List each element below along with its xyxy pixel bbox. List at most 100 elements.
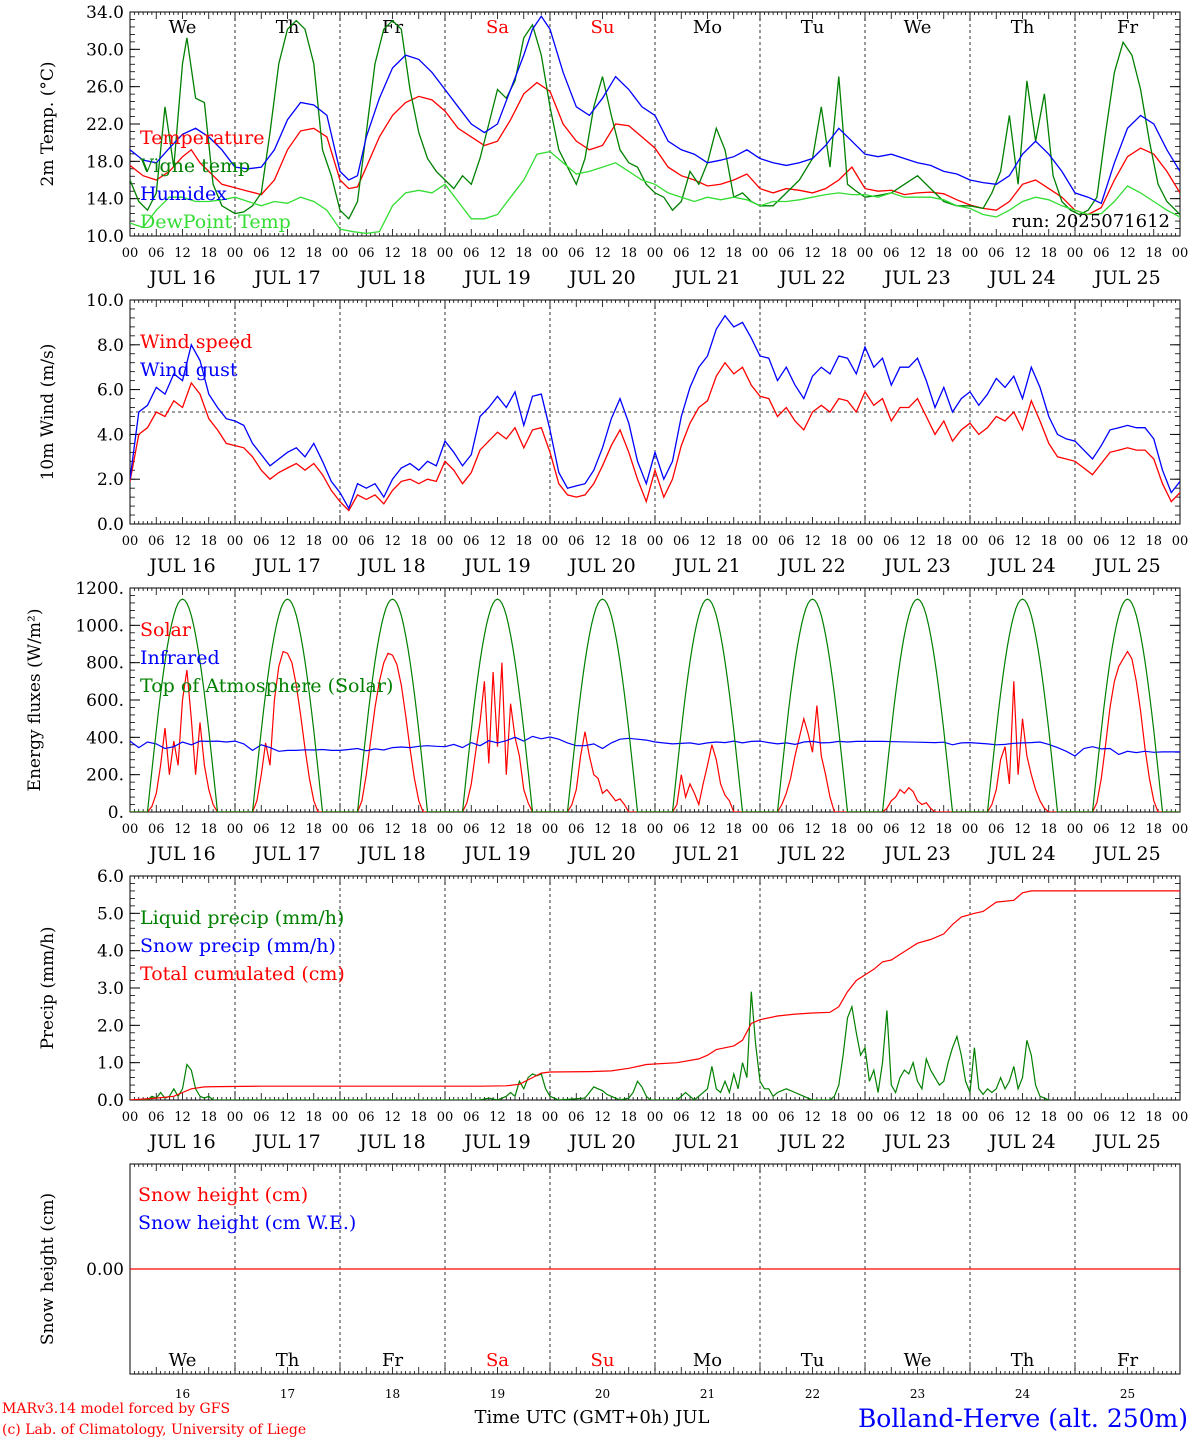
credit-line-1: MARv3.14 model forced by GFS — [2, 1401, 230, 1417]
x-hour-label: 06 — [1093, 822, 1110, 837]
y-axis-label: Precip (mm/h) — [38, 926, 58, 1049]
day-name-label: Th — [1011, 1350, 1035, 1371]
x-hour-label: 06 — [148, 246, 165, 261]
x-date-label: JUL 23 — [882, 1131, 950, 1153]
day-name-label: Th — [1011, 17, 1035, 38]
x-axis-title: Time UTC (GMT+0h) JUL — [475, 1407, 710, 1428]
x-hour-label: 06 — [358, 246, 375, 261]
x-date-label: JUL 21 — [672, 267, 740, 289]
y-axis-label: Snow height (cm) — [38, 1193, 58, 1345]
x-hour-label: 18 — [1040, 822, 1057, 837]
x-date-label: JUL 16 — [147, 267, 215, 289]
x-date-label: JUL 22 — [777, 843, 845, 865]
x-date-label: JUL 17 — [252, 267, 320, 289]
x-hour-label: 06 — [778, 1110, 795, 1125]
panel-3: 0. 200. 400. 600. 800. 1000. 1200. Energy fluxe… — [25, 579, 1188, 865]
x-hour-label: 06 — [673, 246, 690, 261]
day-number-label: 22 — [805, 1387, 820, 1401]
x-hour-label: 06 — [883, 534, 900, 549]
x-date-label: JUL 24 — [987, 555, 1055, 577]
x-date-label: JUL 18 — [357, 555, 425, 577]
y-tick-label: 2.0 — [97, 1016, 124, 1036]
x-date-label: JUL 22 — [777, 267, 845, 289]
x-hour-label: 18 — [620, 246, 637, 261]
x-hour-label: 06 — [673, 1110, 690, 1125]
run-annotation: run: 2025071612 — [1012, 211, 1170, 232]
series-line-total-cumulated-cm- — [130, 890, 1180, 1100]
panel-2: 0.0 2.0 4.0 6.0 8.0 10.0 10m Wind (m/s) 00 06 12 1… — [38, 291, 1188, 577]
x-hour-label: 18 — [410, 534, 427, 549]
y-tick-label: 2.0 — [97, 470, 124, 490]
x-hour-label: 00 — [857, 534, 874, 549]
series-line-wind-gust — [130, 314, 1180, 510]
y-tick-label: 4.0 — [97, 942, 124, 962]
x-hour-label: 12 — [804, 246, 821, 261]
x-date-label: JUL 20 — [567, 267, 635, 289]
day-name-label: Mo — [693, 17, 722, 38]
y-axis-label: 10m Wind (m/s) — [38, 344, 58, 481]
x-date-label: JUL 19 — [462, 267, 530, 289]
x-hour-label: 18 — [935, 534, 952, 549]
x-hour-label: 00 — [962, 822, 979, 837]
x-date-label: JUL 17 — [252, 843, 320, 865]
x-hour-label: 12 — [489, 534, 506, 549]
x-date-label: JUL 19 — [462, 1131, 530, 1153]
x-hour-label: 18 — [515, 246, 532, 261]
x-hour-label: 06 — [988, 822, 1005, 837]
day-name-label: Fr — [382, 17, 403, 38]
day-name-label: Fr — [1117, 17, 1138, 38]
y-axis-label: Energy fluxes (W/m²) — [25, 609, 45, 792]
x-hour-label: 12 — [384, 822, 401, 837]
y-tick-label: 22.0 — [86, 115, 124, 135]
x-hour-label: 18 — [515, 1110, 532, 1125]
legend-humidex: Humidex — [140, 183, 227, 205]
x-hour-label: 06 — [883, 246, 900, 261]
x-hour-label: 12 — [1014, 246, 1031, 261]
x-hour-label: 18 — [830, 534, 847, 549]
x-hour-label: 06 — [253, 822, 270, 837]
x-hour-label: 00 — [752, 822, 769, 837]
x-hour-label: 00 — [962, 246, 979, 261]
x-hour-label: 12 — [1119, 822, 1136, 837]
legend-toa-solar: Top of Atmosphere (Solar) — [140, 675, 393, 697]
x-hour-label: 00 — [1067, 246, 1084, 261]
legend-solar: Solar — [140, 619, 192, 641]
x-hour-label: 18 — [935, 822, 952, 837]
x-hour-label: 12 — [384, 534, 401, 549]
x-hour-label: 12 — [594, 822, 611, 837]
x-hour-label: 00 — [227, 246, 244, 261]
day-number-label: 16 — [175, 1387, 190, 1401]
x-hour-label: 18 — [1040, 246, 1057, 261]
x-hour-label: 06 — [253, 246, 270, 261]
x-hour-label: 12 — [1014, 1110, 1031, 1125]
panel-4: 0.0 1.0 2.0 3.0 4.0 5.0 6.0 Precip (mm/h) 00 06 12… — [38, 867, 1188, 1153]
x-hour-label: 18 — [200, 246, 217, 261]
x-hour-label: 12 — [1014, 822, 1031, 837]
series-line-solar — [130, 650, 1180, 812]
x-hour-label: 06 — [673, 822, 690, 837]
x-hour-label: 00 — [227, 822, 244, 837]
x-hour-label: 18 — [305, 534, 322, 549]
y-tick-label: 6.0 — [97, 867, 124, 887]
x-hour-label: 00 — [227, 534, 244, 549]
x-hour-label: 00 — [1067, 822, 1084, 837]
x-hour-label: 18 — [725, 534, 742, 549]
x-hour-label: 12 — [279, 246, 296, 261]
x-hour-label: 06 — [463, 246, 480, 261]
x-hour-label: 18 — [935, 1110, 952, 1125]
legend-wind-speed: Wind speed — [140, 331, 252, 353]
x-hour-label: 06 — [358, 534, 375, 549]
x-hour-label: 00 — [542, 246, 559, 261]
x-hour-label: 18 — [725, 1110, 742, 1125]
x-hour-label: 06 — [568, 822, 585, 837]
x-hour-label: 06 — [148, 1110, 165, 1125]
x-date-label: JUL 17 — [252, 555, 320, 577]
x-hour-label: 18 — [1040, 534, 1057, 549]
x-hour-label-end: 00 — [1172, 246, 1189, 261]
plot-area — [130, 314, 1180, 512]
panel-1: 10.0 14.0 18.0 22.0 26.0 30.0 34.0 2m Temp. (°C… — [38, 3, 1188, 289]
x-hour-label: 12 — [804, 1110, 821, 1125]
plot-area — [130, 15, 1180, 235]
x-hour-label: 18 — [1040, 1110, 1057, 1125]
x-hour-label: 00 — [1067, 534, 1084, 549]
